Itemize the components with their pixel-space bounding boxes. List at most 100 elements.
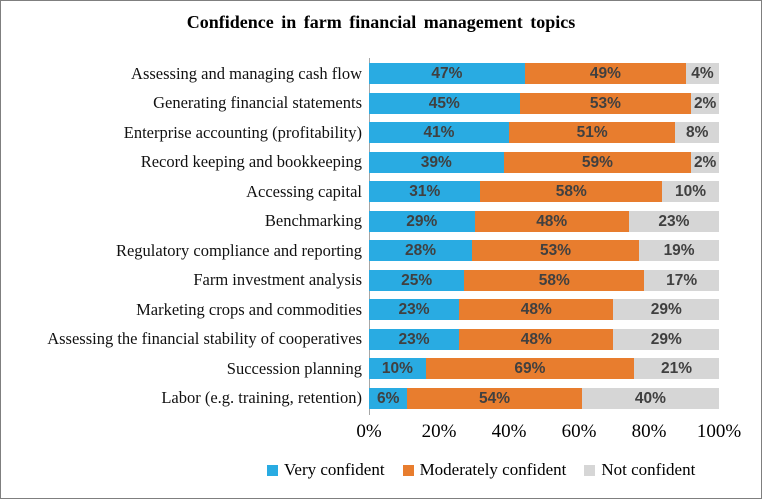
bar-track: 31% 58% 10% [369,181,720,203]
bar-segment-moderately-confident: 53% [471,240,640,262]
data-label: 10% [381,360,413,378]
x-axis-tick-label: 80% [631,421,667,442]
bar-segment-very-confident: 10% [369,358,426,380]
legend-swatch-moderately-confident [402,464,414,476]
bar-segment-very-confident: 28% [369,240,472,262]
category-label: Benchmarking [264,211,362,231]
category-label: Assessing the financial stability of coo… [47,329,362,349]
legend-swatch-very-confident [267,464,278,476]
chart-row: Record keeping and bookkeeping 39% 59% 2% [1,148,721,178]
data-label: 69% [514,360,546,378]
bar-segment-not-confident: 40% [581,387,720,409]
bar-segment-very-confident: 45% [369,92,520,114]
data-label: 21% [660,360,693,378]
bar-track: 25% 58% 17% [369,269,719,291]
bar-segment-moderately-confident: 58% [464,269,645,291]
data-label: 23% [658,212,690,230]
data-label: 39% [420,153,452,171]
data-label: 6% [376,389,400,407]
bar-segment-moderately-confident: 51% [508,122,676,144]
data-label: 48% [520,330,552,348]
data-label: 19% [663,242,695,260]
chart-row: Succession planning 10% 69% 21% [1,354,721,384]
data-label: 48% [520,301,552,319]
category-label: Accessing capital [246,181,362,201]
chart-title: Confidence in farm financial management … [186,12,576,32]
bar-segment-moderately-confident: 49% [524,63,686,85]
chart-row: Assessing the financial stability of coo… [1,325,721,355]
data-label: 31% [409,183,441,201]
data-label: 54% [479,389,511,407]
data-label: 53% [540,242,572,260]
data-label: 25% [401,271,433,289]
chart-row: Assessing and managing cash flow 47% 49% 4% [1,59,721,89]
legend-label: Not confident [601,460,696,479]
data-label: 4% [691,65,714,83]
data-label: 58% [555,183,587,201]
bar-segment-not-confident: 29% [613,328,719,350]
chart-row: Accessing capital 31% 58% 10% [1,177,721,207]
y-axis-line [369,58,370,415]
bar-segment-moderately-confident: 58% [480,181,663,203]
bar-track: 10% 69% 21% [369,358,719,380]
category-label: Assessing and managing cash flow [131,63,362,83]
bar-track: 23% 48% 29% [369,328,719,350]
bar-segment-very-confident: 23% [369,328,460,350]
data-label: 58% [538,271,570,289]
data-label: 29% [650,301,682,319]
bar-track: 45% 53% 2% [369,92,719,114]
x-axis-tick-label: 0% [356,421,382,442]
bar-track: 47% 49% 4% [369,63,719,85]
bar-track: 41% 51% 8% [369,122,720,144]
bar-track: 28% 53% 19% [369,240,719,262]
data-label: 47% [431,65,463,83]
data-label: 49% [589,65,621,83]
data-label: 28% [404,242,436,260]
category-label: Farm investment analysis [193,270,362,290]
bar-segment-very-confident: 6% [369,387,408,409]
bar-segment-not-confident: 2% [691,92,719,114]
data-label: 59% [581,153,613,171]
chart-row: Enterprise accounting (profitability) 41%… [1,118,721,148]
bar-segment-moderately-confident: 53% [519,92,692,114]
legend-item-not-confident: Not confident [584,460,695,480]
category-label: Marketing crops and commodities [136,299,362,319]
data-label: 29% [406,212,438,230]
bar-segment-moderately-confident: 69% [425,358,635,380]
category-label: Enterprise accounting (profitability) [123,122,362,142]
bar-segment-moderately-confident: 59% [503,151,692,173]
bar-track: 29% 48% 23% [369,210,719,232]
bar-segment-not-confident: 21% [634,358,719,380]
bar-segment-very-confident: 29% [369,210,475,232]
bar-segment-not-confident: 10% [662,181,720,203]
bar-track: 23% 48% 29% [369,299,719,321]
data-label: 8% [685,124,709,142]
bar-segment-not-confident: 4% [685,63,719,85]
category-label: Generating financial statements [153,93,362,113]
category-label: Succession planning [226,358,362,378]
x-axis-tick-label: 60% [561,421,597,442]
x-axis-tick-labels: 0% 20% 40% 60% 80% 100% [1,421,761,445]
chart-row: Generating financial statements 45% 53% 2% [1,89,721,119]
legend-item-very-confident: Very confident [267,460,385,480]
chart-row: Farm investment analysis 25% 58% 17% [1,266,721,296]
data-label: 48% [536,212,568,230]
legend-item-moderately-confident: Moderately confident [402,460,566,480]
x-axis-tick-label: 20% [421,421,457,442]
data-label: 2% [693,94,717,112]
data-label: 45% [428,94,460,112]
x-axis-tick-label: 40% [491,421,527,442]
bar-segment-very-confident: 39% [369,151,504,173]
legend-swatch-not-confident [584,464,596,476]
bar-segment-not-confident: 19% [639,240,719,262]
bar-segment-very-confident: 31% [369,181,481,203]
bar-segment-very-confident: 47% [369,63,525,85]
data-label: 23% [398,301,430,319]
data-label: 51% [576,124,608,142]
bar-segment-moderately-confident: 48% [459,328,614,350]
category-label: Labor (e.g. training, retention) [161,388,362,408]
x-axis-tick-label: 100% [696,421,742,442]
data-label: 41% [423,124,455,142]
data-label: 29% [650,330,682,348]
